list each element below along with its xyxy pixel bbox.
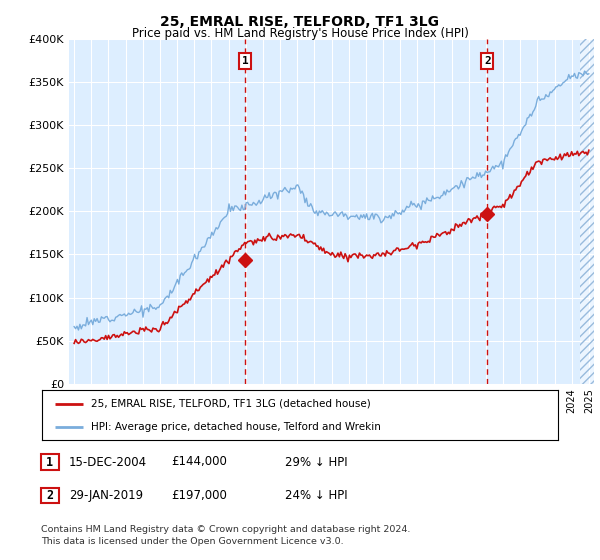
Text: 1: 1 [242,56,248,66]
Text: £197,000: £197,000 [171,489,227,502]
Text: 25, EMRAL RISE, TELFORD, TF1 3LG: 25, EMRAL RISE, TELFORD, TF1 3LG [161,15,439,29]
Text: Contains HM Land Registry data © Crown copyright and database right 2024.
This d: Contains HM Land Registry data © Crown c… [41,525,410,546]
Text: 29% ↓ HPI: 29% ↓ HPI [285,455,347,469]
Text: 2: 2 [46,489,53,502]
Text: 24% ↓ HPI: 24% ↓ HPI [285,489,347,502]
Bar [580,39,594,384]
Text: £144,000: £144,000 [171,455,227,469]
Text: 15-DEC-2004: 15-DEC-2004 [69,455,147,469]
Text: 2: 2 [484,56,491,66]
Text: Price paid vs. HM Land Registry's House Price Index (HPI): Price paid vs. HM Land Registry's House … [131,27,469,40]
Text: HPI: Average price, detached house, Telford and Wrekin: HPI: Average price, detached house, Telf… [91,422,381,432]
Text: 1: 1 [46,455,53,469]
Text: 29-JAN-2019: 29-JAN-2019 [69,489,143,502]
Bar [580,39,594,384]
Text: 25, EMRAL RISE, TELFORD, TF1 3LG (detached house): 25, EMRAL RISE, TELFORD, TF1 3LG (detach… [91,399,371,409]
